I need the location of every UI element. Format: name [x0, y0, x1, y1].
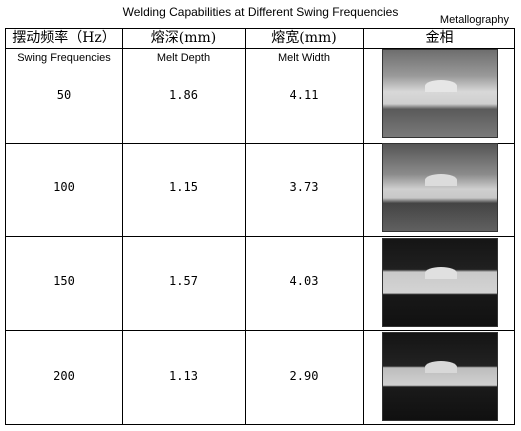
table-cell: 4.11 — [289, 88, 319, 102]
weld-bead — [425, 80, 457, 92]
metallography-image — [382, 332, 498, 421]
row-line — [6, 143, 514, 144]
weld-bead — [425, 174, 457, 186]
column-line — [122, 29, 123, 424]
header-cell: 熔深(mm) — [150, 30, 217, 46]
metallography-image — [382, 238, 498, 327]
table-cell: 4.03 — [289, 274, 319, 288]
corner-label: Metallography — [439, 14, 509, 26]
table-cell: 50 — [56, 88, 72, 102]
table-cell: 1.86 — [169, 88, 198, 102]
table-cell: 200 — [53, 369, 75, 383]
header-cell: 金相 — [425, 30, 454, 46]
row-line — [6, 330, 514, 331]
subheader-cell: Melt Depth — [156, 52, 211, 64]
table-cell: 2.90 — [289, 369, 319, 383]
row-line — [6, 236, 514, 237]
table-cell: 1.13 — [169, 369, 198, 383]
page-title: Welding Capabilities at Different Swing … — [122, 5, 399, 19]
table-cell: 150 — [53, 274, 75, 288]
row-line — [6, 48, 514, 49]
table-cell: 100 — [53, 180, 75, 194]
weld-bead — [425, 267, 457, 279]
weld-bead — [425, 361, 457, 373]
metallography-image — [382, 49, 498, 138]
metallography-image — [382, 143, 498, 232]
table-cell: 3.73 — [289, 180, 319, 194]
subheader-cell: Melt Width — [278, 52, 330, 64]
subheader-cell: Swing Frequencies — [17, 52, 111, 64]
column-line — [245, 29, 246, 424]
column-line — [363, 29, 364, 424]
table-cell: 1.57 — [169, 274, 198, 288]
header-cell: 摆动频率（Hz） — [12, 30, 116, 46]
header-cell: 熔宽(mm) — [271, 30, 337, 46]
table-cell: 1.15 — [169, 180, 198, 194]
table: 摆动频率（Hz） 熔深(mm) 熔宽(mm) 金相 Swing Frequenc… — [5, 28, 515, 425]
